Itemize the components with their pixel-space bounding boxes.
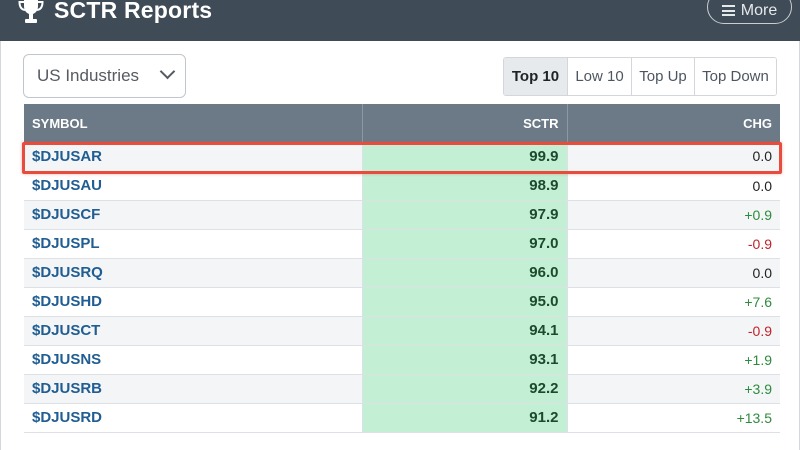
table-row[interactable]: $DJUSPL 97.0 -0.9	[24, 229, 780, 259]
chevron-down-icon	[159, 63, 176, 80]
symbol-link[interactable]: $DJUSCF	[24, 200, 363, 230]
change-value: +1.9	[567, 345, 780, 375]
tab-top-10[interactable]: Top 10	[504, 58, 567, 95]
more-menu-button[interactable]: More	[707, 0, 792, 24]
symbol-link[interactable]: $DJUSAR	[24, 142, 363, 172]
table-row[interactable]: $DJUSAU 98.9 0.0	[24, 171, 780, 201]
sctr-value: 91.2	[362, 403, 568, 433]
tab-top-up[interactable]: Top Up	[631, 58, 694, 95]
change-value: +13.5	[567, 403, 780, 433]
table-row[interactable]: $DJUSCF 97.9 +0.9	[24, 200, 780, 230]
sctr-value: 99.9	[362, 142, 568, 172]
universe-select-value: US Industries	[37, 66, 140, 85]
sctr-value: 95.0	[362, 287, 568, 317]
symbol-link[interactable]: $DJUSAU	[24, 171, 363, 201]
change-value: -0.9	[567, 229, 780, 259]
report-type-tabs: Top 10 Low 10 Top Up Top Down	[503, 57, 777, 96]
symbol-link[interactable]: $DJUSRB	[24, 374, 363, 404]
table-row[interactable]: $DJUSAR 99.9 0.0	[24, 142, 780, 172]
symbol-link[interactable]: $DJUSPL	[24, 229, 363, 259]
change-value: 0.0	[567, 258, 780, 288]
table-body: $DJUSAR 99.9 0.0 $DJUSAU 98.9 0.0 $DJUSCF 97.9 +…	[24, 142, 780, 433]
change-value: -0.9	[567, 316, 780, 346]
sctr-value: 98.9	[362, 171, 568, 201]
table-row[interactable]: $DJUSRB 92.2 +3.9	[24, 374, 780, 404]
table-row[interactable]: $DJUSCT 94.1 -0.9	[24, 316, 780, 346]
table-row[interactable]: $DJUSHD 95.0 +7.6	[24, 287, 780, 317]
tab-low-10[interactable]: Low 10	[567, 58, 631, 95]
sctr-table: SYMBOL SCTR CHG $DJUSAR 99.9 0.0 $DJUSAU 98.…	[24, 104, 780, 433]
symbol-link[interactable]: $DJUSCT	[24, 316, 363, 346]
column-header-symbol[interactable]: SYMBOL	[24, 104, 363, 142]
change-value: 0.0	[567, 171, 780, 201]
sctr-value: 96.0	[362, 258, 568, 288]
table-header-row: SYMBOL SCTR CHG	[24, 104, 780, 142]
change-value: 0.0	[567, 142, 780, 172]
sctr-value: 94.1	[362, 316, 568, 346]
universe-select[interactable]: US Industries	[23, 54, 186, 98]
tab-top-down[interactable]: Top Down	[694, 58, 776, 95]
table-row[interactable]: $DJUSRD 91.2 +13.5	[24, 403, 780, 433]
change-value: +3.9	[567, 374, 780, 404]
change-value: +7.6	[567, 287, 780, 317]
column-header-sctr[interactable]: SCTR	[362, 104, 568, 142]
symbol-link[interactable]: $DJUSNS	[24, 345, 363, 375]
symbol-link[interactable]: $DJUSHD	[24, 287, 363, 317]
sctr-value: 97.9	[362, 200, 568, 230]
table-row[interactable]: $DJUSRQ 96.0 0.0	[24, 258, 780, 288]
app-header: SCTR Reports More	[0, 0, 800, 41]
sctr-value: 97.0	[362, 229, 568, 259]
change-value: +0.9	[567, 200, 780, 230]
trophy-icon	[18, 0, 44, 23]
column-header-chg[interactable]: CHG	[567, 104, 780, 142]
symbol-link[interactable]: $DJUSRD	[24, 403, 363, 433]
hamburger-menu-icon	[721, 5, 735, 16]
sctr-value: 93.1	[362, 345, 568, 375]
more-label: More	[740, 1, 778, 19]
page-title: SCTR Reports	[54, 0, 213, 23]
symbol-link[interactable]: $DJUSRQ	[24, 258, 363, 288]
table-row[interactable]: $DJUSNS 93.1 +1.9	[24, 345, 780, 375]
sctr-value: 92.2	[362, 374, 568, 404]
